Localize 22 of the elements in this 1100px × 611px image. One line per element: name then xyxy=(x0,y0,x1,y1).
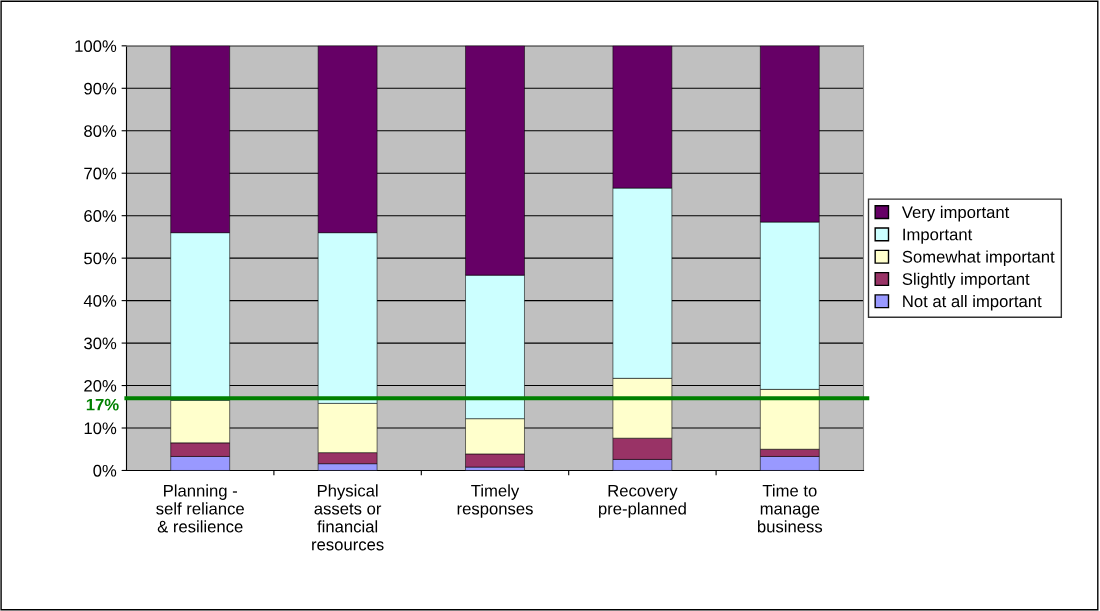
ref-line-label: 17% xyxy=(86,398,119,411)
y-tick-label: 0% xyxy=(93,464,117,477)
x-tick-label: Physical assets or financial resources xyxy=(312,484,384,551)
y-tick-label: 100% xyxy=(75,40,117,53)
legend-label: Important xyxy=(903,228,973,244)
y-tick-label: 10% xyxy=(84,422,117,435)
y-tick-label: 30% xyxy=(84,337,117,350)
y-tick-label: 40% xyxy=(83,295,117,307)
y-tick-label: 80% xyxy=(84,125,117,137)
x-tick-label: Time to manage business xyxy=(757,484,823,533)
y-tick-label: 50% xyxy=(84,252,117,265)
legend-label: Slightly important xyxy=(902,272,1030,289)
legend-label: Very important xyxy=(901,205,1010,222)
x-tick-label: Recovery pre-planned xyxy=(599,484,686,518)
x-tick-label: Timely responses xyxy=(457,484,533,518)
y-tick-label: 20% xyxy=(84,379,117,392)
legend-label: Not at all important xyxy=(903,295,1042,311)
y-tick-label: 90% xyxy=(84,82,117,95)
legend-label: Somewhat important xyxy=(902,250,1055,266)
x-tick-label: Planning - self reliance & resilience xyxy=(156,484,244,533)
y-tick-label: 60% xyxy=(84,210,117,222)
y-tick-label: 70% xyxy=(84,167,117,180)
